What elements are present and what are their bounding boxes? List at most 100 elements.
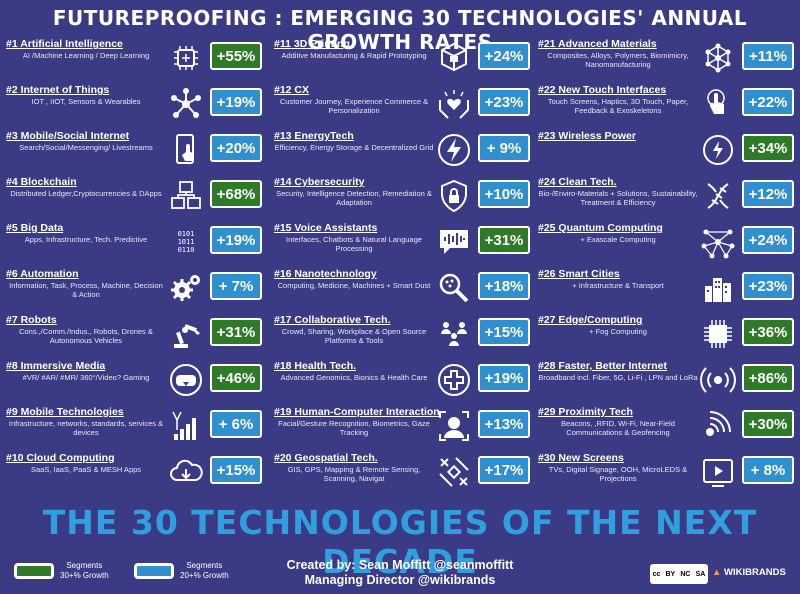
satellite-icon — [434, 452, 474, 492]
growth-badge: +13% — [478, 410, 530, 438]
tech-name: #22 New Touch Interfaces — [538, 84, 667, 96]
growth-badge: +36% — [742, 318, 794, 346]
tech-name: #14 Cybersecurity — [274, 176, 365, 188]
tech-text: #5 Big Data Apps, Infrastructure, Tech. P… — [6, 222, 166, 244]
tech-name: #18 Health Tech. — [274, 360, 357, 372]
growth-badge: +68% — [210, 180, 262, 208]
tech-description: Computing, Medicine, Machines + Smart Du… — [277, 281, 431, 290]
tech-text: #9 Mobile Technologies Infrastructure, ne… — [6, 406, 166, 437]
tech-text: #21 Advanced Materials Composites, Alloys… — [538, 38, 698, 69]
growth-badge: +19% — [478, 364, 530, 392]
blocks-icon — [166, 176, 206, 216]
city-icon — [698, 268, 738, 308]
lightning-icon — [434, 130, 474, 170]
tech-description: AI /Machine Learning / Deep Learning — [22, 51, 150, 60]
tech-description: Composites, Alloys, Polymers, Biomimicry… — [547, 51, 689, 69]
tech-text: #17 Collaborative Tech. Crowd, Sharing, W… — [274, 314, 434, 345]
tech-text: #6 Automation Information, Task, Process,… — [6, 268, 166, 299]
tech-item: #14 Cybersecurity Security, Intelligence … — [272, 174, 536, 219]
tech-item: #12 CX Customer Journey, Experience Comme… — [272, 82, 536, 127]
column-1: #1 Artificial Intelligence AI /Machine Le… — [4, 36, 268, 494]
tech-text: #27 Edge/Computing + Fog Computing — [538, 314, 698, 336]
credit-line-1: Created by: Sean Moffitt @seanmoffitt — [286, 558, 514, 572]
tech-item: #27 Edge/Computing + Fog Computing +36% — [536, 312, 800, 357]
tech-text: #29 Proximity Tech Beacons, ,RFID, Wi-Fi,… — [538, 406, 698, 437]
growth-badge: + 8% — [742, 456, 794, 484]
growth-badge: + 9% — [478, 134, 530, 162]
tech-item: #13 EnergyTech Efficiency, Energy Storage… — [272, 128, 536, 173]
wikibrands-text: WIKIBRANDS — [724, 567, 786, 578]
column-2: #11 3D Printing Additive Manufacturing & … — [272, 36, 536, 494]
tech-description: Additive Manufacturing & Rapid Prototypi… — [281, 51, 427, 60]
tech-text: #25 Quantum Computing + Exascale Computin… — [538, 222, 698, 244]
tech-item: #1 Artificial Intelligence AI /Machine Le… — [4, 36, 268, 81]
binary-icon: 0101 1011 0110 — [166, 222, 206, 262]
growth-badge: +24% — [478, 42, 530, 70]
credit-line-2: Managing Director @wikibrands — [304, 573, 496, 587]
tech-name: #15 Voice Assistants — [274, 222, 378, 234]
tech-text: #4 Blockchain Distributed Ledger,Cryptocu… — [6, 176, 166, 198]
tech-name: #30 New Screens — [538, 452, 624, 464]
tech-item: #30 New Screens TVs, Digital Signage, OOH… — [536, 450, 800, 495]
growth-badge: +19% — [210, 226, 262, 254]
tech-name: #9 Mobile Technologies — [6, 406, 124, 418]
tech-item: #6 Automation Information, Task, Process,… — [4, 266, 268, 311]
legend-label-20-line1: Segments — [186, 561, 223, 570]
tech-name: #4 Blockchain — [6, 176, 77, 188]
tech-name: #1 Artificial Intelligence — [6, 38, 123, 50]
legend-label-30-line2: 30+% Growth — [60, 571, 109, 580]
tech-name: #24 Clean Tech. — [538, 176, 617, 188]
growth-badge: + 7% — [210, 272, 262, 300]
tech-description: SaaS, IaaS, PaaS & MESH Apps — [30, 465, 142, 474]
growth-badge: +15% — [210, 456, 262, 484]
cloud-download-icon — [166, 452, 206, 492]
tech-item: #20 Geospatial Tech. GIS, GPS, Mapping & … — [272, 450, 536, 495]
page-title: FUTUREPROOFING : EMERGING 30 TECHNOLOGIE… — [52, 6, 748, 54]
tech-item: #16 Nanotechnology Computing, Medicine, M… — [272, 266, 536, 311]
legend-20-plus: Segments 20+% Growth — [134, 561, 229, 581]
speech-wave-icon — [434, 222, 474, 262]
growth-badge: +11% — [742, 42, 794, 70]
tech-text: #22 New Touch Interfaces Touch Screens, H… — [538, 84, 698, 115]
legend-30-plus: Segments 30+% Growth — [14, 561, 109, 581]
growth-badge: +31% — [478, 226, 530, 254]
tech-item: #18 Health Tech. Advanced Genomics, Bioni… — [272, 358, 536, 403]
tech-item: #17 Collaborative Tech. Crowd, Sharing, W… — [272, 312, 536, 357]
wikibrands-logo: ▲ WIKIBRANDS — [712, 567, 786, 578]
tech-item: #19 Human-Computer Interaction Facial/Ges… — [272, 404, 536, 449]
tech-description: Advanced Genomics, Bionics & Health Care — [280, 373, 428, 382]
broadcast-icon — [698, 360, 738, 400]
tech-item: #25 Quantum Computing + Exascale Computin… — [536, 220, 800, 265]
growth-badge: +20% — [210, 134, 262, 162]
tech-item: #9 Mobile Technologies Infrastructure, ne… — [4, 404, 268, 449]
tech-description: Bio-/Enviro-Materials + Solutions, Susta… — [538, 189, 698, 207]
growth-badge: +10% — [478, 180, 530, 208]
growth-badge: +23% — [742, 272, 794, 300]
tech-description: Cons.,/Comm./Indus., Robots, Drones & Au… — [19, 327, 153, 345]
tech-text: #8 Immersive Media #VR/ #AR/ #MR/ 360°/Vi… — [6, 360, 166, 382]
tech-description: Touch Screens, Haptics, 3D Touch, Paper,… — [547, 97, 689, 115]
tech-text: #13 EnergyTech Efficiency, Energy Storage… — [274, 130, 434, 152]
legend-swatch-blue — [134, 563, 174, 579]
tech-description: Infrastructure, networks, standards, ser… — [8, 419, 164, 437]
tech-name: #29 Proximity Tech — [538, 406, 633, 418]
technology-grid: #1 Artificial Intelligence AI /Machine Le… — [4, 36, 798, 494]
tech-name: #20 Geospatial Tech. — [274, 452, 378, 464]
tech-description: Distributed Ledger,Cryptocurrencies & DA… — [10, 189, 162, 198]
hands-heart-icon — [434, 84, 474, 124]
cc-nc-label: NC — [680, 570, 691, 578]
tech-name: #17 Collaborative Tech. — [274, 314, 391, 326]
growth-badge: +15% — [478, 318, 530, 346]
growth-badge: +31% — [210, 318, 262, 346]
brain-chip-icon — [166, 38, 206, 78]
robot-arm-icon — [166, 314, 206, 354]
wikibrands-flame-icon: ▲ — [712, 567, 722, 578]
tech-name: #23 Wireless Power — [538, 130, 636, 142]
chip-icon — [698, 314, 738, 354]
printer-3d-icon — [434, 38, 474, 78]
tech-description: Beacons, ,RFID, Wi-Fi, Near-Field Commun… — [561, 419, 675, 437]
tech-description: TVs, Digital Signage, OOH, MicroLEDS & P… — [548, 465, 688, 483]
legend-swatch-green — [14, 563, 54, 579]
tech-text: #12 CX Customer Journey, Experience Comme… — [274, 84, 434, 115]
tech-description: Interfaces, Chatbots & Natural Language … — [286, 235, 422, 253]
